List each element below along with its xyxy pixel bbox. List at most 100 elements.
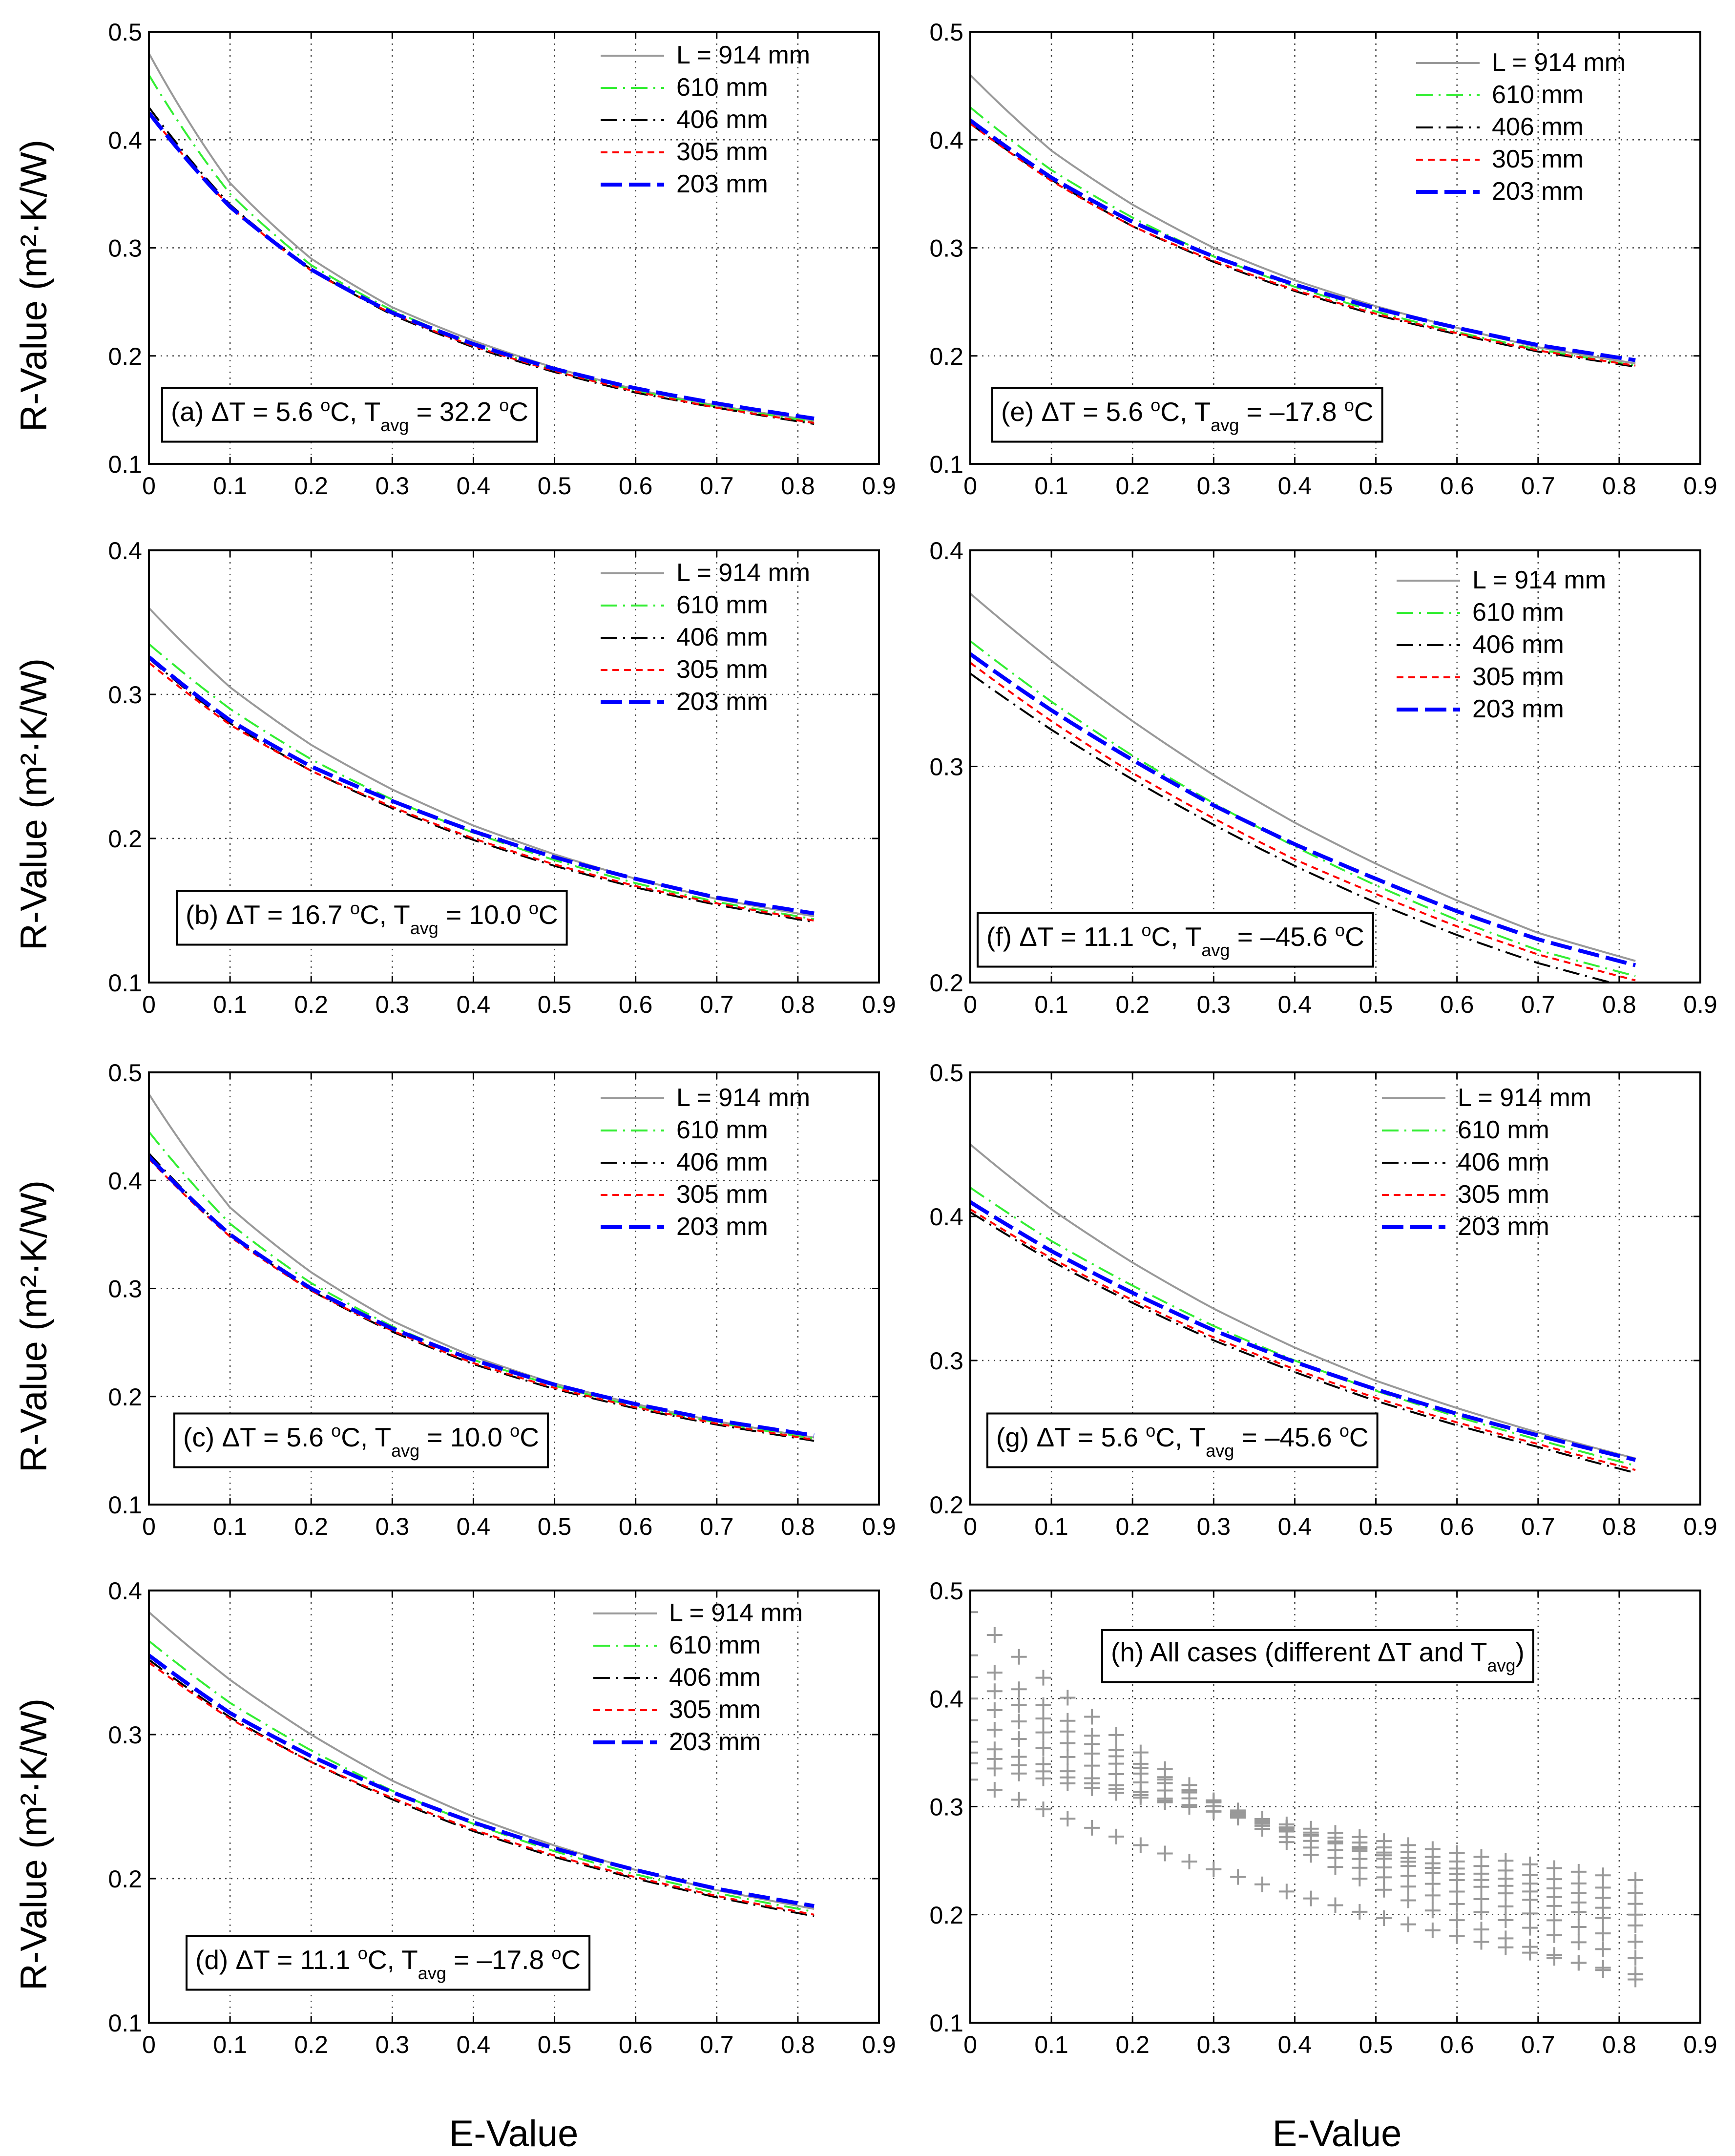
x-tick-label: 0.2	[1115, 472, 1150, 500]
scatter-marker	[1401, 1892, 1416, 1908]
x-tick-label: 0.7	[700, 2031, 734, 2058]
legend-label: 610 mm	[1472, 598, 1564, 627]
annotation-part: o	[1344, 395, 1354, 415]
series-line-610-mm	[970, 106, 1636, 367]
annotation-part: = 10.0	[419, 1422, 510, 1452]
scatter-marker	[1327, 1897, 1343, 1913]
y-tick-label: 0.4	[108, 537, 142, 565]
scatter-marker	[1473, 1849, 1489, 1865]
scatter-marker	[1035, 1801, 1051, 1818]
x-tick-label: 0.2	[294, 2031, 328, 2058]
scatter-marker	[1254, 1812, 1270, 1828]
y-tick-label: 0.2	[108, 825, 142, 853]
scatter-marker	[1035, 1670, 1051, 1686]
y-tick-label: 0.4	[929, 537, 963, 565]
scatter-marker	[1108, 1727, 1124, 1743]
series-line-305-mm	[970, 1208, 1636, 1471]
scatter-marker	[1035, 1711, 1051, 1727]
series-line-203-mm	[149, 1654, 815, 1908]
x-tick-label: 0.9	[1683, 472, 1717, 500]
scatter-marker	[1595, 1926, 1611, 1942]
annotation-part: C	[1349, 1422, 1369, 1452]
scatter-marker	[1181, 1853, 1197, 1869]
scatter-marker	[1060, 1775, 1076, 1791]
scatter-marker	[1570, 1955, 1587, 1971]
x-tick-label: 0.5	[1359, 2031, 1393, 2058]
annotation-part: (h) All cases (different ΔT and T	[1111, 1637, 1487, 1667]
legend-label: 203 mm	[676, 170, 768, 198]
series-line-203-mm	[970, 1200, 1636, 1462]
x-tick-label: 0.2	[1115, 2031, 1150, 2058]
scatter-marker	[1570, 1919, 1587, 1935]
scatter-marker	[986, 1627, 1003, 1643]
y-tick-label: 0.4	[929, 1203, 963, 1231]
legend-label: 305 mm	[1458, 1180, 1549, 1209]
x-tick-label: 0.4	[1278, 2031, 1312, 2058]
series-line-406-mm	[970, 1211, 1636, 1474]
y-tick-label: 0.2	[108, 343, 142, 370]
plot-area	[970, 592, 1636, 983]
x-tick-label: 0.3	[376, 1513, 410, 1540]
y-tick-label: 0.5	[108, 19, 142, 46]
annotation-part: o	[358, 1943, 368, 1963]
annotation-part: avg	[391, 1441, 419, 1461]
scatter-marker	[1254, 1876, 1270, 1892]
scatter-marker	[1230, 1869, 1246, 1885]
x-tick-label: 0.4	[457, 2031, 491, 2058]
x-tick-label: 0.1	[213, 1513, 247, 1540]
series-line-203-mm	[149, 655, 815, 916]
x-tick-label: 0.4	[1278, 472, 1312, 500]
annotation-part: o	[499, 395, 509, 415]
y-tick-label: 0.2	[929, 969, 963, 997]
y-tick-label: 0.3	[929, 1347, 963, 1375]
y-tick-label: 0.5	[929, 19, 963, 46]
scatter-marker	[1352, 1904, 1368, 1920]
scatter-marker	[1132, 1790, 1149, 1806]
y-tick-label: 0.1	[108, 451, 142, 478]
panel-annotation: (d) ΔT = 11.1 oC, Tavg = –17.8 oC	[195, 1943, 581, 1983]
scatter-marker	[970, 1647, 978, 1663]
y-tick-label: 0.2	[929, 1902, 963, 1929]
scatter-marker	[986, 1683, 1003, 1699]
x-tick-label: 0.5	[538, 1513, 572, 1540]
y-tick-label: 0.2	[108, 1865, 142, 1893]
scatter-marker	[1206, 1862, 1222, 1878]
y-tick-label: 0.3	[929, 1794, 963, 1821]
legend-label: 203 mm	[1458, 1213, 1549, 1241]
y-tick-label: 0.1	[929, 2009, 963, 2037]
annotation-part: o	[1150, 395, 1160, 415]
y-tick-label: 0.1	[108, 1491, 142, 1519]
panel-annotation: (g) ΔT = 5.6 oC, Tavg = –45.6 oC	[996, 1421, 1369, 1461]
annotation-part: avg	[380, 415, 409, 435]
annotation-part: C	[509, 397, 528, 427]
legend-label: 406 mm	[1472, 630, 1564, 659]
panel-c: 0 0.1 0.2 0.3 0.4 0.5 0.6 0.7 0.8 0.90.10.20.30.4…	[108, 1059, 896, 1540]
annotation-part: C	[520, 1422, 539, 1452]
y-tick-label: 0.3	[108, 681, 142, 709]
series-line-l-914-mm	[149, 1611, 815, 1910]
panel-f: 0 0.1 0.2 0.3 0.4 0.5 0.6 0.7 0.8 0.9 0.2 0.3 0.4 L =…	[929, 537, 1717, 1018]
series-line-305-mm	[149, 662, 815, 922]
scatter-marker	[1424, 1903, 1441, 1919]
x-tick-label: 0	[142, 1513, 156, 1540]
scatter-marker	[1449, 1845, 1465, 1861]
x-tick-label: 0.6	[1440, 2031, 1474, 2058]
legend-label: L = 914 mm	[676, 41, 810, 69]
y-tick-label: 0.2	[108, 1383, 142, 1411]
legend-label: 305 mm	[676, 138, 768, 166]
x-tick-label: 0.4	[457, 1513, 491, 1540]
scatter-marker	[1060, 1690, 1076, 1706]
annotation-part: avg	[1201, 940, 1230, 960]
legend-label: L = 914 mm	[676, 1084, 810, 1112]
scatter-marker	[1011, 1697, 1027, 1713]
panel-h: 0 0.1 0.2 0.3 0.4 0.5 0.6 0.7 0.8 0.90.10.20.30.4…	[929, 1577, 1717, 2058]
annotation-box	[186, 1935, 591, 1991]
scatter-marker	[1498, 1912, 1514, 1928]
scatter-marker	[970, 1772, 978, 1788]
x-tick-label: 0	[142, 991, 156, 1018]
annotation-part: = –17.8	[1239, 397, 1344, 427]
scatter-marker	[1570, 1863, 1587, 1880]
scatter-marker	[1522, 1856, 1538, 1872]
x-tick-label: 0.5	[538, 2031, 572, 2058]
x-tick-label: 0.7	[700, 991, 734, 1018]
